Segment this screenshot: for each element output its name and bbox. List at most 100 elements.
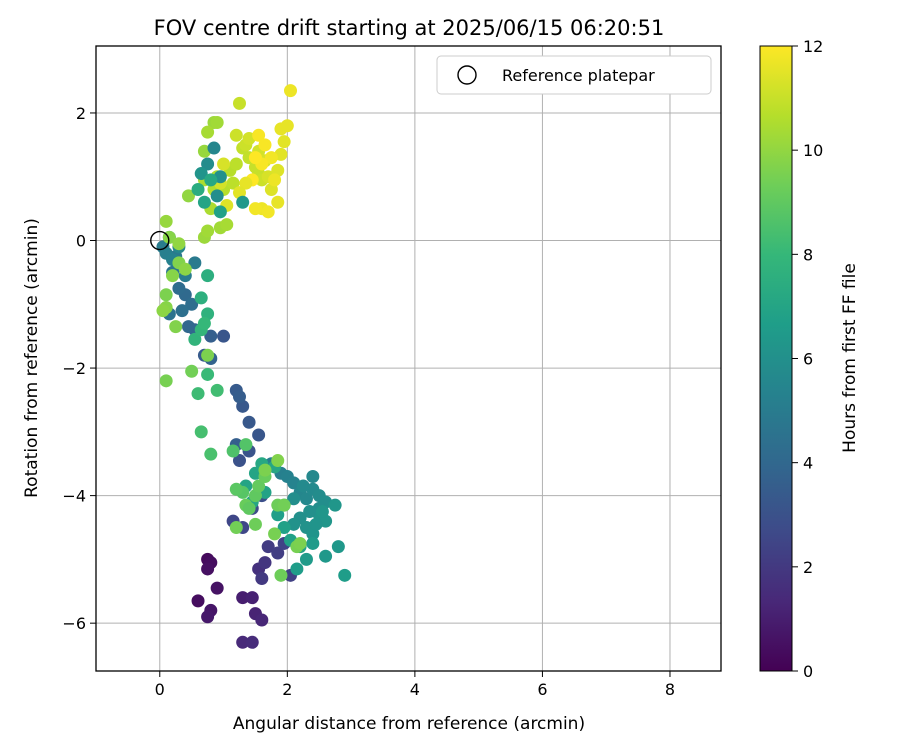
data-point [169, 320, 183, 334]
colorbar-tick-label: 0 [803, 662, 813, 681]
data-point [204, 329, 218, 343]
data-point [245, 635, 259, 649]
data-point [175, 304, 189, 318]
colorbar-ticks: 0 2 4 6 8 10 12 [792, 37, 823, 681]
data-point [191, 594, 205, 608]
data-point [166, 269, 180, 283]
y-tick-label: −4 [62, 487, 86, 506]
data-point [191, 182, 205, 196]
data-point [242, 501, 256, 515]
legend: Reference platepar [436, 55, 712, 95]
data-point [204, 173, 218, 187]
data-point [201, 125, 215, 139]
data-point [328, 498, 342, 512]
data-point [264, 151, 278, 165]
y-tick-label: 2 [76, 104, 86, 123]
data-point [159, 288, 173, 302]
data-point [239, 438, 253, 452]
data-point [210, 116, 224, 130]
data-point [201, 610, 215, 624]
data-point [210, 189, 224, 203]
data-point [309, 517, 323, 531]
data-point [201, 562, 215, 576]
colorbar-gradient [759, 45, 793, 672]
data-point [229, 482, 243, 496]
data-point [261, 540, 275, 554]
data-point [271, 195, 285, 209]
data-point [306, 469, 320, 483]
colorbar-tick-label: 8 [803, 245, 813, 264]
data-point [268, 173, 282, 187]
colorbar-tick-label: 12 [803, 37, 823, 56]
y-tick-label: −2 [62, 359, 86, 378]
data-point [178, 262, 192, 276]
x-tick-label: 2 [282, 680, 292, 699]
data-point [252, 128, 266, 142]
colorbar-tick-label: 2 [803, 558, 813, 577]
data-point [197, 195, 211, 209]
colorbar-tick-label: 4 [803, 454, 813, 473]
data-point [210, 383, 224, 397]
data-point [188, 256, 202, 270]
data-point [274, 568, 288, 582]
x-tick-label: 8 [665, 680, 675, 699]
data-point [181, 189, 195, 203]
y-tick-label: 0 [76, 232, 86, 251]
colorbar-label: Hours from first FF file [840, 263, 860, 453]
grid-lines [96, 46, 721, 671]
data-point [248, 202, 262, 216]
data-point [236, 591, 250, 605]
data-point [268, 527, 282, 541]
data-point [258, 556, 272, 570]
data-point [248, 517, 262, 531]
data-point [271, 454, 285, 468]
data-point [277, 521, 291, 535]
data-point [258, 138, 272, 152]
data-point [201, 269, 215, 283]
x-tick-label: 0 [155, 680, 165, 699]
data-point [232, 390, 246, 404]
data-point [210, 581, 224, 595]
data-point [194, 167, 208, 181]
data-point [232, 96, 246, 110]
data-point [245, 591, 259, 605]
legend-marker-reference [457, 65, 477, 85]
data-points [150, 84, 352, 649]
data-point [338, 568, 352, 582]
x-tick-label: 4 [410, 680, 420, 699]
data-point [201, 367, 215, 381]
data-point [185, 364, 199, 378]
data-point [220, 218, 234, 232]
data-point [277, 498, 291, 512]
x-axis-ticks: 0 2 4 6 8 [155, 671, 675, 699]
data-point [255, 613, 269, 627]
data-point [207, 141, 221, 155]
data-point [315, 505, 329, 519]
data-point [185, 297, 199, 311]
data-point [271, 546, 285, 560]
data-point [293, 536, 307, 550]
data-point [232, 454, 246, 468]
colorbar: 0 2 4 6 8 10 12 Hours from first FF file [759, 37, 860, 681]
data-point [156, 304, 170, 318]
data-point [159, 214, 173, 228]
data-point [204, 447, 218, 461]
chart-title: FOV centre drift starting at 2025/06/15 … [154, 16, 665, 40]
plot-frame [95, 45, 722, 672]
y-axis-ticks: −6 −4 −2 0 2 [62, 104, 96, 633]
data-point [252, 428, 266, 442]
data-point [172, 281, 186, 295]
data-point [236, 635, 250, 649]
data-point [191, 387, 205, 401]
data-point [181, 320, 195, 334]
data-point [201, 224, 215, 238]
data-point [188, 332, 202, 346]
data-point [159, 374, 173, 388]
data-point [280, 119, 294, 133]
data-point [239, 176, 253, 190]
y-tick-label: −6 [62, 614, 86, 633]
colorbar-tick-label: 6 [803, 350, 813, 369]
data-point [277, 135, 291, 149]
data-point [226, 444, 240, 458]
